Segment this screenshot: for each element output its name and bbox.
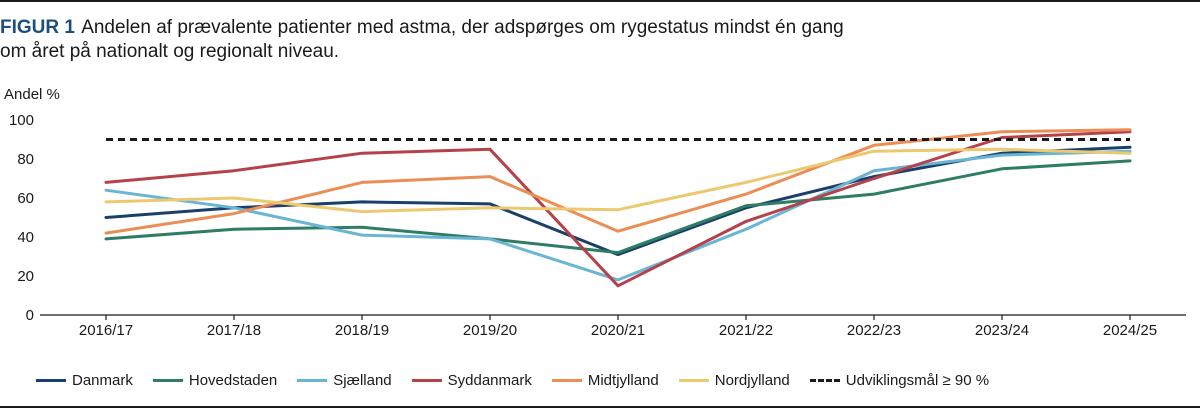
legend-item: Midtjylland [551,371,659,389]
top-rule [0,0,1200,2]
legend-swatch [297,378,328,382]
legend-item: Hovedstaden [152,371,278,389]
y-tick-label: 80 [17,151,34,168]
series-lines [104,128,1132,288]
axes: 0 20 40 60 80 100 2016/17 2017/18 2018/19 2019/20… [9,112,1186,339]
x-tick-label: 2020/21 [591,322,645,339]
legend-label: Sjælland [333,371,392,389]
legend-swatch [36,378,66,382]
legend: Danmark Hovedstaden Sjælland Syddanmark Midt… [36,368,1009,392]
legend-item: Syddanmark [411,371,532,389]
x-tick-label: 2019/20 [463,322,517,339]
x-tick-label: 2024/25 [1103,322,1157,339]
y-tick-label: 0 [26,307,34,324]
legend-swatch [411,378,442,382]
y-tick-label: 40 [17,229,34,246]
series-line-hovedstaden [104,159,1132,255]
legend-label: Danmark [72,371,133,389]
legend-label: Syddanmark [447,371,532,389]
y-tick-label: 20 [17,268,34,285]
figure-label: FIGUR 1 [0,17,75,38]
y-tick-label: 60 [17,190,34,207]
x-tick-label: 2021/22 [719,322,773,339]
legend-swatch [678,378,709,382]
legend-swatch [551,378,582,382]
bottom-rule [0,406,1200,408]
series-line-sjælland [104,149,1132,282]
x-tick-label: 2018/19 [335,322,389,339]
legend-item: Nordjylland [678,371,790,389]
y-axis-label: Andel % [4,86,60,103]
y-tick-label: 100 [9,112,34,129]
legend-item: Sjælland [297,371,392,389]
legend-item: Udviklingsmål ≥ 90 % [809,371,990,389]
figure-title: FIGUR 1 Andelen af prævalente patienter … [0,16,860,64]
legend-label: Udviklingsmål ≥ 90 % [845,371,990,389]
x-tick-label: 2022/23 [847,322,901,339]
legend-label: Midtjylland [587,371,659,389]
series-line-nordjylland [104,147,1132,214]
x-tick-label: 2016/17 [79,322,133,339]
x-tick-label: 2017/18 [207,322,261,339]
figure-title-text: Andelen af prævalente patienter med astm… [0,17,844,62]
legend-label: Hovedstaden [188,371,278,389]
legend-swatch [809,378,840,382]
x-tick-label: 2023/24 [975,322,1029,339]
legend-swatch [152,378,183,382]
legend-label: Nordjylland [714,371,790,389]
legend-item: Danmark [36,372,133,389]
